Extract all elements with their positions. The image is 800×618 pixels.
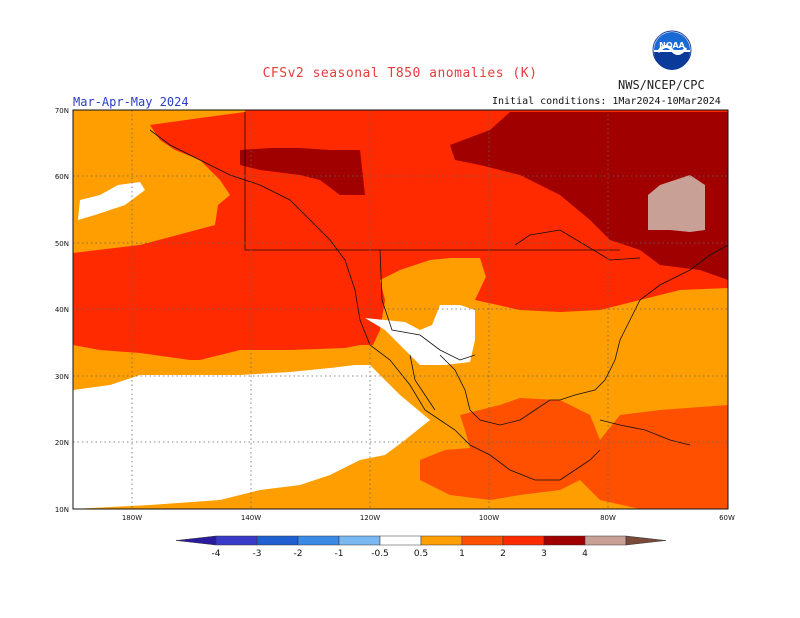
- colorbar-arrow-low: [175, 535, 217, 546]
- colorbar-label: -4: [212, 549, 221, 559]
- map-frame: [72, 109, 729, 510]
- colorbar-swatch: [338, 535, 381, 546]
- lon-label-140w: 140W: [241, 514, 261, 522]
- noaa-logo-icon: NOAA: [652, 30, 692, 70]
- anomaly-region-white-alaska: [78, 182, 145, 220]
- anomaly-region-orange-pacific-north: [73, 110, 245, 253]
- longitude-labels: 180W 140W 120W 100W 80W 60W: [122, 514, 735, 522]
- lat-label-60n: 60N: [55, 173, 69, 181]
- lat-label-70n: 70N: [55, 107, 69, 115]
- lon-label-80w: 80W: [600, 514, 616, 522]
- coastlines: [149, 112, 728, 481]
- colorbar-label: -3: [253, 549, 262, 559]
- colorbar-label: 3: [541, 549, 547, 559]
- anomaly-field: [73, 110, 728, 509]
- colorbar-arrow-high: [625, 535, 667, 546]
- map-title: CFSv2 seasonal T850 anomalies (K): [262, 66, 538, 81]
- season-label: Mar-Apr-May 2024: [73, 95, 189, 109]
- colorbar: -4 -3 -2 -1 -0.5 0.5 1 2 3 4: [175, 535, 667, 559]
- lon-label-120w: 120W: [360, 514, 380, 522]
- colorbar-swatch: [256, 535, 299, 546]
- colorbar-label: 2: [500, 549, 506, 559]
- colorbar-label: 4: [582, 549, 588, 559]
- initial-conditions-label: Initial conditions: 1Mar2024-10Mar2024: [492, 96, 721, 107]
- colorbar-swatch: [297, 535, 340, 546]
- agency-label: NWS/NCEP/CPC: [618, 78, 705, 92]
- anomaly-region-dark-red-east-canada: [450, 112, 728, 280]
- anomaly-region-dark-red-canada: [240, 148, 365, 195]
- colorbar-label: -1: [335, 549, 344, 559]
- latitude-labels: 70N 60N 50N 40N 30N 20N 10N: [55, 107, 69, 514]
- lat-label-50n: 50N: [55, 240, 69, 248]
- colorbar-label: -0.5: [371, 549, 389, 559]
- colorbar-swatch: [379, 535, 422, 546]
- colorbar-swatch: [215, 535, 258, 546]
- colorbar-label: 0.5: [414, 549, 428, 559]
- graticule: [73, 110, 728, 509]
- anomaly-region-red-east: [475, 258, 728, 312]
- noaa-logo-text: NOAA: [659, 41, 685, 50]
- colorbar-swatch: [584, 535, 627, 546]
- colorbar-swatch: [543, 535, 586, 546]
- lon-label-180w: 180W: [122, 514, 142, 522]
- colorbar-swatch: [461, 535, 504, 546]
- colorbar-swatch: [502, 535, 545, 546]
- anomaly-region-white-pacific: [73, 365, 430, 509]
- lat-label-30n: 30N: [55, 373, 69, 381]
- anomaly-region-red-central-america: [420, 398, 728, 509]
- colorbar-label: -2: [294, 549, 303, 559]
- colorbar-swatch: [420, 535, 463, 546]
- lon-label-100w: 100W: [479, 514, 499, 522]
- lon-label-60w: 60W: [719, 514, 735, 522]
- colorbar-label: 1: [459, 549, 465, 559]
- lat-label-20n: 20N: [55, 439, 69, 447]
- lat-label-10n: 10N: [55, 506, 69, 514]
- lat-label-40n: 40N: [55, 306, 69, 314]
- anomaly-region-pink-labrador: [648, 175, 705, 232]
